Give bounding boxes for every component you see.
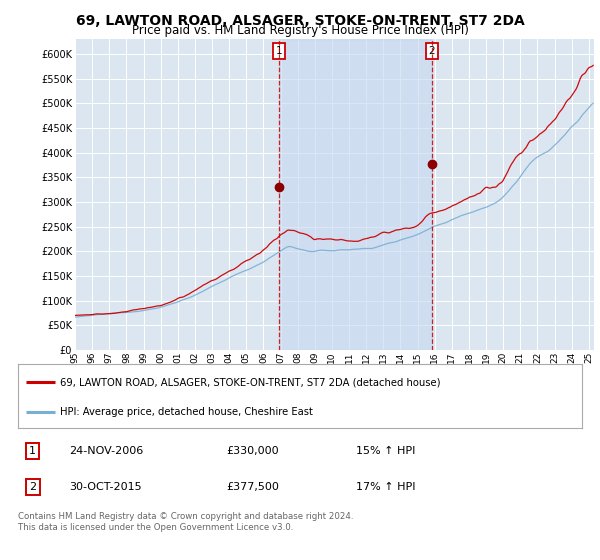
Text: £330,000: £330,000	[227, 446, 280, 456]
Text: £377,500: £377,500	[227, 482, 280, 492]
Text: 2: 2	[428, 46, 435, 56]
Text: Contains HM Land Registry data © Crown copyright and database right 2024.
This d: Contains HM Land Registry data © Crown c…	[18, 512, 353, 532]
Text: 24-NOV-2006: 24-NOV-2006	[69, 446, 143, 456]
Text: 69, LAWTON ROAD, ALSAGER, STOKE-ON-TRENT, ST7 2DA: 69, LAWTON ROAD, ALSAGER, STOKE-ON-TRENT…	[76, 14, 524, 28]
Text: HPI: Average price, detached house, Cheshire East: HPI: Average price, detached house, Ches…	[60, 407, 313, 417]
Text: 1: 1	[29, 446, 36, 456]
Text: Price paid vs. HM Land Registry's House Price Index (HPI): Price paid vs. HM Land Registry's House …	[131, 24, 469, 37]
Text: 17% ↑ HPI: 17% ↑ HPI	[356, 482, 416, 492]
Bar	[279, 39, 432, 350]
Text: 2: 2	[29, 482, 37, 492]
Text: 1: 1	[275, 46, 282, 56]
Text: 30-OCT-2015: 30-OCT-2015	[69, 482, 142, 492]
Text: 15% ↑ HPI: 15% ↑ HPI	[356, 446, 416, 456]
Text: 69, LAWTON ROAD, ALSAGER, STOKE-ON-TRENT, ST7 2DA (detached house): 69, LAWTON ROAD, ALSAGER, STOKE-ON-TRENT…	[60, 377, 441, 387]
